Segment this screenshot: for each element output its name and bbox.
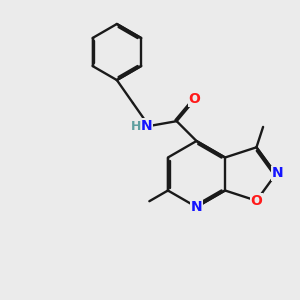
Text: N: N	[141, 119, 152, 133]
Text: O: O	[250, 194, 262, 208]
Text: O: O	[188, 92, 200, 106]
Text: N: N	[272, 167, 283, 180]
Text: N: N	[191, 200, 202, 214]
Text: H: H	[131, 119, 142, 133]
